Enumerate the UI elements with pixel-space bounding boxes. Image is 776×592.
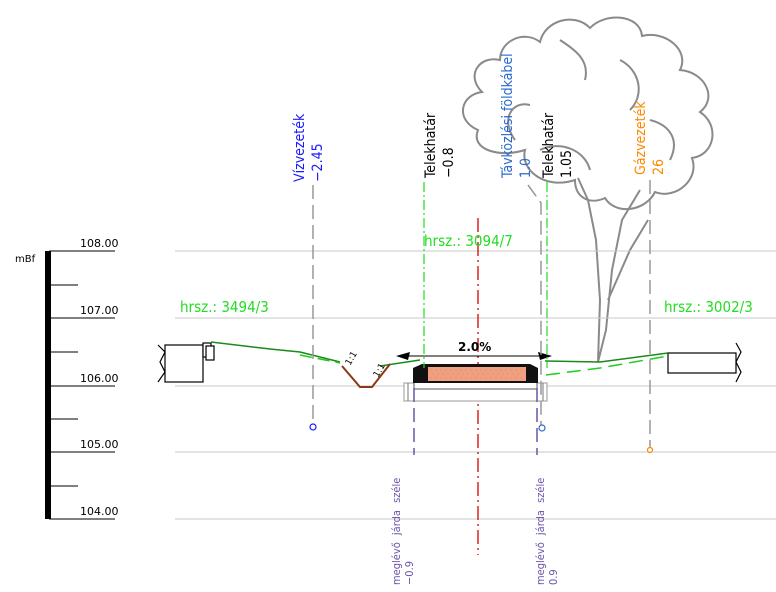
ditch: 1:1 1:1 — [341, 350, 391, 388]
boundary-left-name: Telekhatár — [423, 112, 439, 179]
boundary-right-name: Telekhatár — [541, 112, 557, 179]
telecom-cable-marker — [538, 424, 546, 432]
scale-unit: mBf — [15, 254, 36, 265]
sidewalk-right-label: meglévő járda széle 0.9 — [534, 478, 560, 585]
elevation-scale: mBf 108.00 107.00 106.00 105.00 104.00 — [15, 237, 119, 520]
telecom-depth: 1.0 — [518, 158, 534, 178]
scale-tick-label: 106.00 — [80, 372, 119, 385]
gas-depth: 26 — [651, 159, 667, 175]
boundary-left-depth: −0.8 — [441, 147, 457, 178]
scale-tick-label: 108.00 — [80, 237, 119, 250]
scale-tick-label: 107.00 — [80, 304, 119, 317]
utility-lines — [309, 180, 654, 454]
sidewalk-lines — [413, 388, 538, 455]
boundary-left-label: Telekhatár −0.8 — [423, 112, 457, 179]
slope-label: 2.0% — [458, 340, 491, 354]
sidewalk-right-value: 0.9 — [547, 569, 560, 585]
sidewalk-left-label: meglévő járda széle −0.9 — [390, 478, 416, 585]
ditch-slope-label: 1:1 — [344, 350, 360, 368]
gas-pipe-marker — [646, 446, 654, 454]
telecom-name: Távközlési földkábel — [500, 53, 516, 179]
parcel-boundaries — [423, 182, 548, 368]
scale-tick-label: 105.00 — [80, 438, 119, 451]
parcel-label-left: hrsz.: 3494/3 — [180, 298, 269, 316]
telecom-label: Távközlési földkábel 1.0 — [500, 53, 534, 179]
water-name: Vízvezeték — [292, 113, 308, 182]
right-wall — [667, 342, 742, 383]
gas-name: Gázvezeték — [633, 101, 649, 175]
boundary-right-depth: 1.05 — [559, 150, 575, 178]
boundary-right-label: Telekhatár 1.05 — [541, 112, 575, 179]
sidewalk-right-text: meglévő járda széle — [534, 478, 547, 585]
elevation-gridlines — [175, 250, 776, 520]
road-structure — [403, 364, 548, 402]
parcel-label-center: hrsz.: 3094/7 — [424, 232, 513, 250]
gas-label: Gázvezeték 26 — [633, 101, 667, 175]
sidewalk-left-value: −0.9 — [403, 561, 416, 585]
water-depth: −2.45 — [310, 143, 326, 182]
terrain-surface — [210, 341, 669, 376]
left-wall — [157, 342, 215, 383]
scale-tick-label: 104.00 — [80, 505, 119, 518]
parcel-label-right: hrsz.: 3002/3 — [664, 298, 753, 316]
slope-indicator: 2.0% — [396, 340, 552, 360]
tree-outline — [461, 16, 714, 363]
water-pipe-marker — [309, 423, 317, 431]
sidewalk-left-text: meglévő járda széle — [390, 478, 403, 585]
water-label: Vízvezeték −2.45 — [292, 113, 326, 182]
